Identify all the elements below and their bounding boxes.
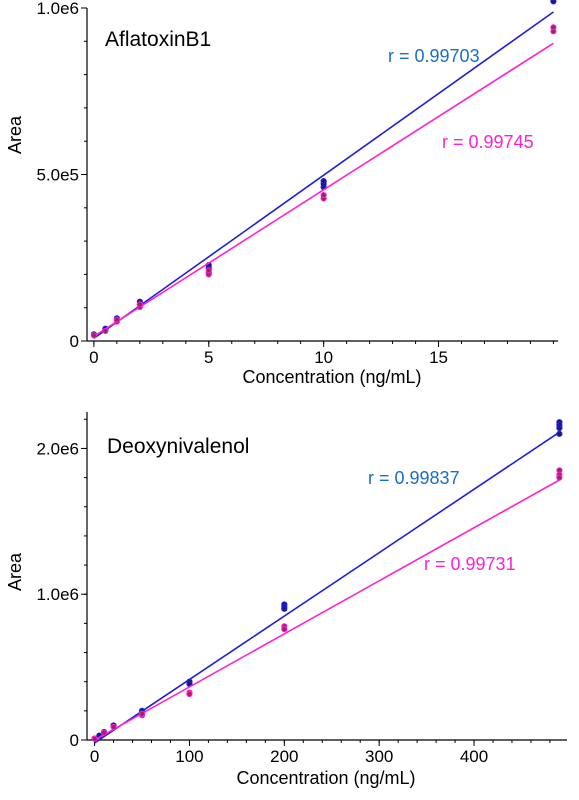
y-tick-label: 0 — [70, 332, 79, 351]
data-point — [281, 626, 288, 633]
y-axis-label: Area — [5, 115, 25, 154]
data-point — [556, 424, 563, 432]
chart-deoxynivalenol: Deoxynivalenol Area Concentration (ng/mL… — [5, 412, 567, 788]
data-point — [100, 729, 108, 736]
y-tick-label: 5.0e5 — [36, 166, 79, 185]
x-tick-label: 400 — [460, 747, 488, 766]
y-tick-label: 1.0e6 — [36, 585, 79, 604]
x-tick-label: 100 — [175, 747, 203, 766]
data-point — [320, 178, 327, 185]
x-tick-label: 10 — [314, 348, 333, 367]
data-point — [113, 316, 120, 323]
regression-line — [94, 431, 560, 744]
r-value-label: r = 0.99731 — [424, 554, 516, 574]
r-value-label: r = 0.99837 — [368, 468, 460, 488]
data-point — [110, 723, 117, 730]
x-tick-label: 5 — [204, 348, 213, 367]
x-tick-label: 0 — [90, 747, 99, 766]
y-tick-label: 0 — [70, 731, 79, 750]
data-point — [138, 710, 146, 717]
data-point — [281, 605, 288, 612]
chart-title: AflatoxinB1 — [105, 28, 211, 51]
r-value-label: r = 0.99703 — [388, 46, 480, 66]
x-tick-label: 200 — [270, 747, 298, 766]
data-point — [320, 192, 327, 199]
data-point — [91, 735, 98, 742]
x-axis-label: Concentration (ng/mL) — [242, 367, 421, 387]
r-value-label: r = 0.99745 — [442, 132, 534, 152]
regression-line — [93, 11, 554, 339]
chart-title: Deoxynivalenol — [107, 435, 249, 458]
y-axis-label: Area — [5, 552, 25, 591]
x-tick-label: 0 — [89, 348, 98, 367]
data-point — [90, 332, 97, 339]
regression-line — [93, 42, 554, 338]
data-point — [205, 267, 212, 274]
chart-aflatoxin-b1: AflatoxinB1 Area Concentration (ng/mL) 0… — [5, 0, 558, 387]
y-tick-label: 1.0e6 — [36, 0, 79, 18]
y-tick-label: 2.0e6 — [36, 439, 79, 458]
data-point — [556, 430, 563, 437]
x-tick-label: 300 — [365, 747, 393, 766]
data-point — [186, 690, 193, 698]
data-point — [136, 301, 143, 308]
data-point — [550, 0, 557, 5]
data-point — [556, 474, 563, 481]
x-axis-label: Concentration (ng/mL) — [236, 768, 415, 788]
regression-line — [94, 479, 560, 741]
data-point — [102, 327, 109, 335]
x-tick-label: 15 — [429, 348, 448, 367]
data-point — [550, 24, 557, 31]
